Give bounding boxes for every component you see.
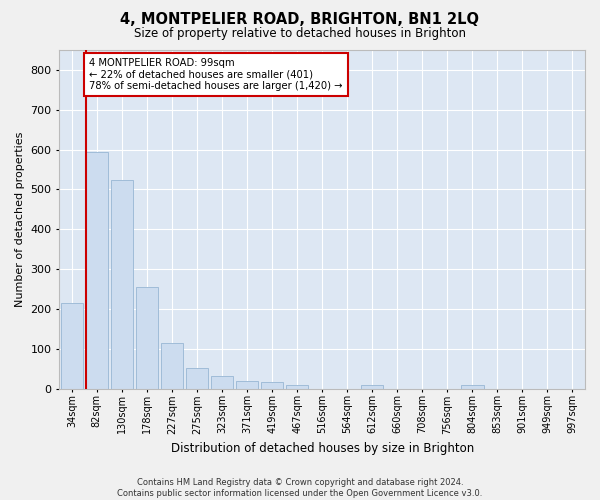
Bar <box>461 386 484 388</box>
Bar <box>261 382 283 388</box>
Bar <box>61 303 83 388</box>
Bar <box>236 380 259 388</box>
Text: Size of property relative to detached houses in Brighton: Size of property relative to detached ho… <box>134 28 466 40</box>
Bar <box>361 384 383 388</box>
Bar <box>110 180 133 388</box>
Bar <box>161 343 183 388</box>
Bar <box>86 152 108 388</box>
X-axis label: Distribution of detached houses by size in Brighton: Distribution of detached houses by size … <box>170 442 474 455</box>
Bar <box>136 287 158 388</box>
Bar <box>211 376 233 388</box>
Text: Contains HM Land Registry data © Crown copyright and database right 2024.
Contai: Contains HM Land Registry data © Crown c… <box>118 478 482 498</box>
Y-axis label: Number of detached properties: Number of detached properties <box>15 132 25 307</box>
Text: 4, MONTPELIER ROAD, BRIGHTON, BN1 2LQ: 4, MONTPELIER ROAD, BRIGHTON, BN1 2LQ <box>121 12 479 28</box>
Bar <box>186 368 208 388</box>
Bar <box>286 384 308 388</box>
Text: 4 MONTPELIER ROAD: 99sqm
← 22% of detached houses are smaller (401)
78% of semi-: 4 MONTPELIER ROAD: 99sqm ← 22% of detach… <box>89 58 343 91</box>
